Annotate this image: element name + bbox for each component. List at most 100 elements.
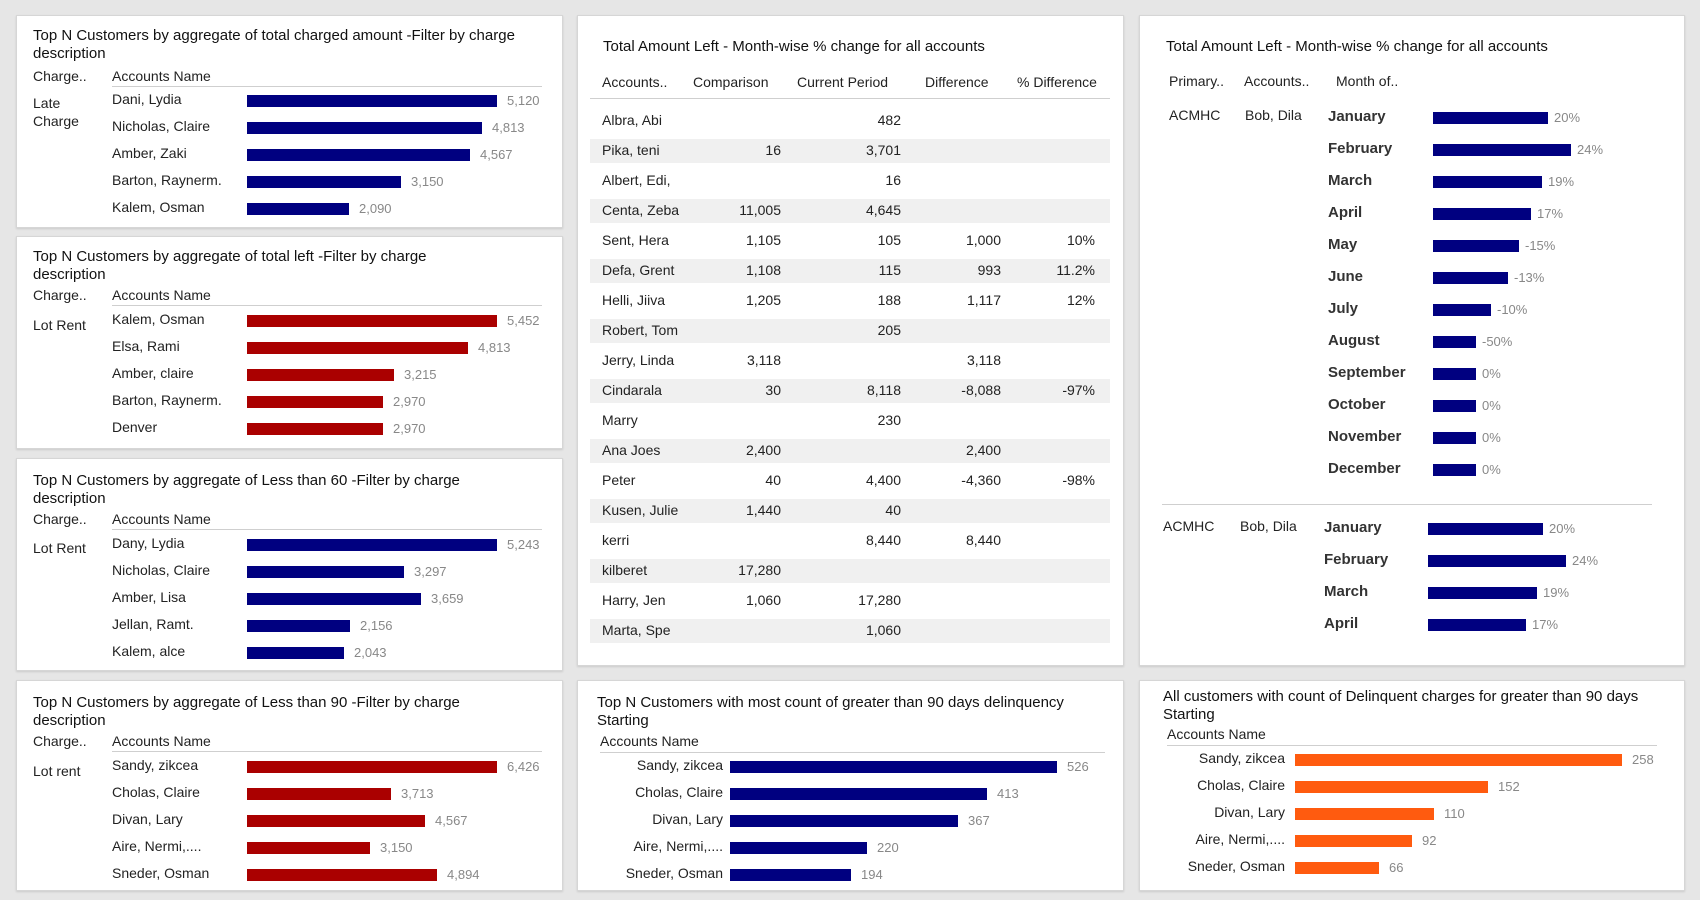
row-stripe xyxy=(590,139,1110,163)
month-label: April xyxy=(1328,204,1363,221)
cell-current-period: 17,280 xyxy=(858,592,901,608)
header-accounts: Accounts.. xyxy=(602,74,668,90)
account-name: Amber, claire xyxy=(112,365,194,381)
cell-account: Cindarala xyxy=(602,382,662,398)
bar xyxy=(247,369,394,381)
month-label: April xyxy=(1324,615,1359,632)
panel-title: Top N Customers with most count of great… xyxy=(597,694,1064,729)
account-name: Kalem, Osman xyxy=(112,311,205,327)
month-label: May xyxy=(1328,236,1358,253)
bar-value-label: 2,156 xyxy=(360,618,393,633)
charge-category: Lot Rent xyxy=(33,317,86,333)
bar xyxy=(730,842,867,854)
cell-comparison: 16 xyxy=(765,142,781,158)
header-month: Month of.. xyxy=(1336,73,1399,89)
row-stripe xyxy=(590,559,1110,583)
account-name: Barton, Raynerm. xyxy=(112,392,222,408)
header-current-period: Current Period xyxy=(797,74,889,90)
account-name: Cholas, Claire xyxy=(635,784,723,800)
header-accounts-name: Accounts Name xyxy=(112,511,211,527)
header-comparison: Comparison xyxy=(693,74,769,90)
bar xyxy=(247,761,497,773)
cell-comparison: 1,108 xyxy=(745,262,781,278)
cell-account: Albra, Abi xyxy=(602,112,662,128)
header-divider xyxy=(112,86,542,87)
bar-value-label: -15% xyxy=(1525,238,1556,253)
cell-account: Defa, Grent xyxy=(602,262,675,278)
header-divider xyxy=(600,752,1105,753)
cell-comparison: 2,400 xyxy=(745,442,781,458)
group2-primary: ACMHC xyxy=(1163,518,1215,534)
cell-pct-difference: 10% xyxy=(1066,232,1095,248)
bar xyxy=(1433,208,1531,220)
cell-comparison: 17,280 xyxy=(738,562,781,578)
cell-comparison: 40 xyxy=(765,472,781,488)
bar-value-label: 3,713 xyxy=(401,786,434,801)
bar xyxy=(1428,555,1566,567)
account-name: Aire, Nermi,.... xyxy=(1195,831,1285,847)
group1-account: Bob, Dila xyxy=(1245,107,1302,123)
bar-value-label: 2,970 xyxy=(393,421,426,436)
header-divider xyxy=(112,529,542,530)
header-accounts-name: Accounts Name xyxy=(600,733,699,749)
bar-value-label: 6,426 xyxy=(507,759,540,774)
cell-difference: 993 xyxy=(977,262,1001,278)
bar xyxy=(247,203,349,215)
bar xyxy=(1433,368,1476,380)
panel-monthly-change: Total Amount Left - Month-wise % change … xyxy=(1139,15,1685,666)
bar xyxy=(730,815,958,827)
account-name: Aire, Nermi,.... xyxy=(112,838,202,854)
bar xyxy=(1295,862,1379,874)
account-name: Sneder, Osman xyxy=(112,865,210,881)
group-divider xyxy=(1162,504,1652,505)
cell-difference: -8,088 xyxy=(961,382,1001,398)
cell-current-period: 105 xyxy=(877,232,901,248)
account-name: Barton, Raynerm. xyxy=(112,172,222,188)
bar xyxy=(730,761,1057,773)
row-stripe xyxy=(590,499,1110,523)
bar xyxy=(1433,400,1476,412)
bar xyxy=(1433,336,1476,348)
bar-value-label: 5,452 xyxy=(507,313,540,328)
cell-pct-difference: 12% xyxy=(1066,292,1095,308)
account-name: Sneder, Osman xyxy=(625,865,723,881)
bar-value-label: 3,215 xyxy=(404,367,437,382)
bar-value-label: 4,567 xyxy=(480,147,513,162)
cell-comparison: 1,105 xyxy=(745,232,781,248)
row-stripe xyxy=(590,619,1110,643)
panel-greater-than-90-delinquency: Top N Customers with most count of great… xyxy=(577,680,1124,891)
header-divider xyxy=(112,305,542,306)
row-stripe xyxy=(590,439,1110,463)
account-name: Sneder, Osman xyxy=(1187,858,1285,874)
bar-value-label: -13% xyxy=(1514,270,1545,285)
cell-account: Robert, Tom xyxy=(602,322,678,338)
bar xyxy=(1433,272,1508,284)
panel-title: Top N Customers by aggregate of total ch… xyxy=(33,27,515,62)
charge-category: Late Charge xyxy=(33,95,79,129)
panel-title: Total Amount Left - Month-wise % change … xyxy=(603,38,985,55)
charge-category: Lot rent xyxy=(33,763,81,779)
bar-value-label: 0% xyxy=(1482,430,1501,445)
bar xyxy=(1433,176,1542,188)
row-stripe xyxy=(590,259,1110,283)
bar xyxy=(1433,432,1476,444)
cell-account: Helli, Jiiva xyxy=(602,292,666,308)
cell-current-period: 188 xyxy=(877,292,901,308)
bar-value-label: 17% xyxy=(1532,617,1559,632)
bar xyxy=(247,315,497,327)
bar xyxy=(247,423,383,435)
cell-comparison: 11,005 xyxy=(739,202,781,218)
account-name: Cholas, Claire xyxy=(1197,777,1285,793)
header-accounts-name: Accounts Name xyxy=(1167,726,1266,742)
bar xyxy=(247,95,497,107)
cell-account: Marta, Spe xyxy=(602,622,671,638)
bar-value-label: 19% xyxy=(1548,174,1575,189)
bar xyxy=(1433,240,1519,252)
cell-pct-difference: -98% xyxy=(1062,472,1095,488)
bar-value-label: 2,043 xyxy=(354,645,387,660)
bar-value-label: 5,120 xyxy=(507,93,540,108)
bar-value-label: 4,813 xyxy=(492,120,525,135)
cell-comparison: 1,440 xyxy=(745,502,781,518)
bar-value-label: 258 xyxy=(1632,752,1654,767)
cell-current-period: 1,060 xyxy=(865,622,901,638)
